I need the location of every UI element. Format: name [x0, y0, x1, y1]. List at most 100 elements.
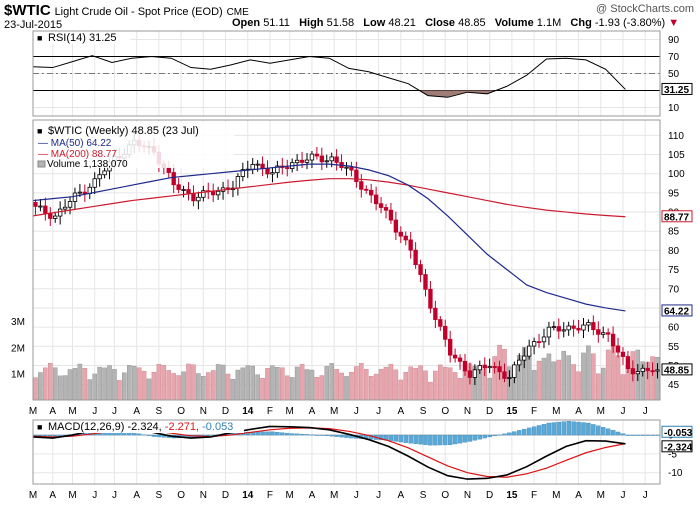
candle-body: [635, 371, 640, 375]
macd-histogram-bar: [294, 433, 300, 436]
candle-body: [373, 194, 379, 205]
volume-bar: [126, 365, 132, 401]
close-value: 48.85: [458, 17, 486, 29]
candle-body: [438, 319, 443, 327]
x-tick-label: M: [286, 490, 294, 501]
macd-last-value-box: [661, 440, 693, 453]
ma200-legend: — MA(200) 88.77: [38, 149, 117, 160]
macd-histogram-bar: [517, 430, 522, 436]
volume-bar: [378, 368, 384, 401]
candle-body: [536, 341, 542, 344]
legend-marker-icon: ■: [37, 33, 42, 43]
candle-body: [482, 365, 487, 369]
macd-histogram-bar: [270, 431, 275, 436]
candle-body: [62, 206, 68, 210]
ohlc-summary: Open 51.11 High 51.58 Low 48.21 Close 48…: [232, 17, 679, 29]
candle-body: [201, 190, 206, 198]
macd-histogram-bar: [388, 434, 394, 441]
price-frame: [32, 119, 661, 401]
candle-body: [512, 364, 517, 378]
candle-body: [38, 205, 43, 208]
candle-body: [314, 153, 320, 157]
volume-bar: [117, 380, 122, 401]
volume-bar: [122, 372, 127, 401]
volume-bar: [571, 364, 576, 401]
volume-bar: [240, 367, 246, 401]
volume-bar: [363, 369, 369, 401]
candle-body: [625, 356, 631, 369]
candle-body: [507, 377, 512, 379]
candle-body: [334, 156, 339, 163]
volume-bar: [245, 365, 251, 401]
x-tick-label: M: [552, 490, 560, 501]
macd-histogram-bar: [438, 434, 443, 446]
macd-legend-hist: -0.053: [202, 421, 233, 433]
macd-histogram-bar: [655, 434, 660, 436]
candle-body: [433, 307, 438, 320]
x-tick-label: S: [420, 490, 427, 501]
candle-body: [319, 155, 324, 163]
macd-legend-signal: -2.271,: [165, 421, 202, 433]
macd-histogram-bar: [620, 433, 626, 436]
volume-bar: [48, 363, 53, 401]
macd-histogram-bar: [131, 432, 137, 436]
candle-body: [650, 370, 655, 373]
volume-bar: [531, 370, 537, 401]
close-last-value: 48.85: [664, 365, 689, 376]
ma50-last-value-box: [661, 304, 693, 317]
volume-bar: [156, 364, 162, 401]
x-tick-label: J: [620, 406, 625, 417]
candle-body: [275, 165, 280, 174]
x-tick-label: J: [112, 406, 117, 417]
macd-histogram-bar: [255, 431, 260, 436]
volume-bar: [131, 366, 137, 401]
x-tick-label: D: [222, 406, 229, 417]
macd-histogram-bar: [640, 434, 645, 436]
volume-bar: [359, 363, 364, 401]
macd-histogram-bar: [275, 431, 280, 436]
candle-body: [497, 366, 502, 373]
macd-legend-label: MACD(12,26,9): [48, 421, 127, 433]
candle-body: [43, 205, 48, 214]
x-tick-label: 15: [506, 490, 518, 501]
candle-body: [48, 212, 53, 219]
volume-bar: [610, 345, 616, 401]
candle-body: [324, 160, 329, 163]
macd-histogram-bar: [260, 431, 265, 436]
x-tick-label: S: [156, 490, 163, 501]
x-tick-label: S: [156, 406, 163, 417]
candle-body: [620, 351, 626, 357]
candle-body: [467, 370, 473, 378]
candle-body: [265, 168, 270, 175]
candle-body: [541, 336, 547, 343]
x-tick-label: D: [222, 490, 229, 501]
macd-last-value: -2.324: [664, 442, 693, 453]
volume-bar: [38, 372, 43, 401]
macd-histogram-bar: [408, 434, 413, 444]
volume-bar: [423, 370, 428, 401]
volume-bar: [294, 366, 300, 401]
candle-body: [196, 196, 201, 202]
candle-body: [601, 332, 606, 335]
x-tick-label: J: [92, 490, 97, 501]
candle-body: [329, 156, 334, 162]
price-y-tick: 45: [668, 380, 680, 391]
candle-body: [176, 184, 181, 190]
volume-bar: [428, 381, 433, 401]
instrument-name: Light Crude Oil - Spot Price (EOD): [54, 6, 223, 18]
macd-histogram-bar: [625, 434, 631, 436]
macd-histogram-bar: [502, 433, 507, 436]
volume-bar: [97, 366, 102, 401]
volume-bar: [33, 377, 38, 401]
symbol: $WTIC: [4, 2, 51, 19]
volume-bar: [210, 370, 216, 401]
low-value: 48.21: [388, 17, 416, 29]
volume-bar: [447, 367, 453, 401]
candle-body: [615, 345, 621, 353]
macd-histogram-bar: [586, 422, 591, 436]
volume-bar: [403, 372, 409, 401]
x-tick-label: F: [531, 406, 537, 417]
macd-hist-last-value: -0.053: [664, 428, 693, 439]
candle-body: [591, 322, 596, 331]
